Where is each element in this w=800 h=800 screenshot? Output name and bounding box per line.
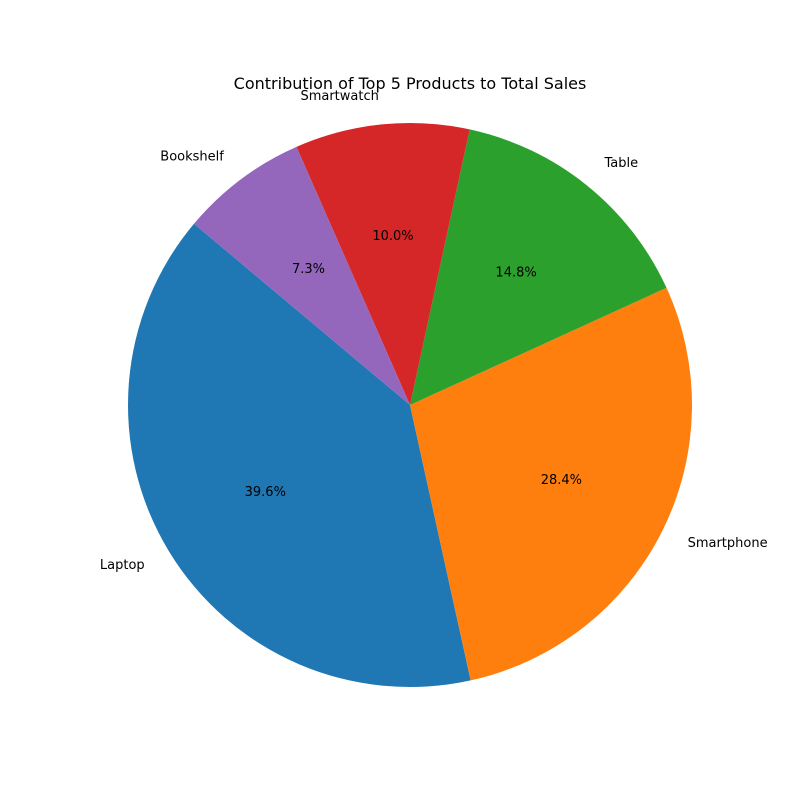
slice-percent-labels: 39.6% 28.4% 14.8% 10.0% 7.3% [245, 229, 582, 500]
pie-slice-smartphone [410, 287, 692, 681]
pie-slice-table [410, 129, 667, 406]
slice-label-smartwatch: Smartwatch [300, 89, 378, 104]
slice-label-table: Table [604, 156, 639, 171]
slice-percent-smartphone: 28.4% [541, 473, 582, 488]
slice-label-smartphone: Smartphone [688, 536, 768, 551]
pie-slices [128, 122, 692, 688]
slice-percent-smartwatch: 10.0% [372, 229, 413, 244]
chart-title: Contribution of Top 5 Products to Total … [234, 74, 587, 93]
slice-label-laptop: Laptop [100, 558, 145, 573]
pie-slice-bookshelf [193, 146, 410, 405]
pie-slice-laptop [128, 223, 471, 688]
slice-label-bookshelf: Bookshelf [160, 149, 224, 164]
slice-percent-laptop: 39.6% [245, 485, 286, 500]
pie-slice-smartwatch [296, 122, 470, 405]
slice-percent-table: 14.8% [495, 266, 536, 281]
slice-percent-bookshelf: 7.3% [292, 262, 325, 277]
slice-labels: Laptop Smartphone Table Smartwatch Bookshelf [100, 89, 768, 573]
